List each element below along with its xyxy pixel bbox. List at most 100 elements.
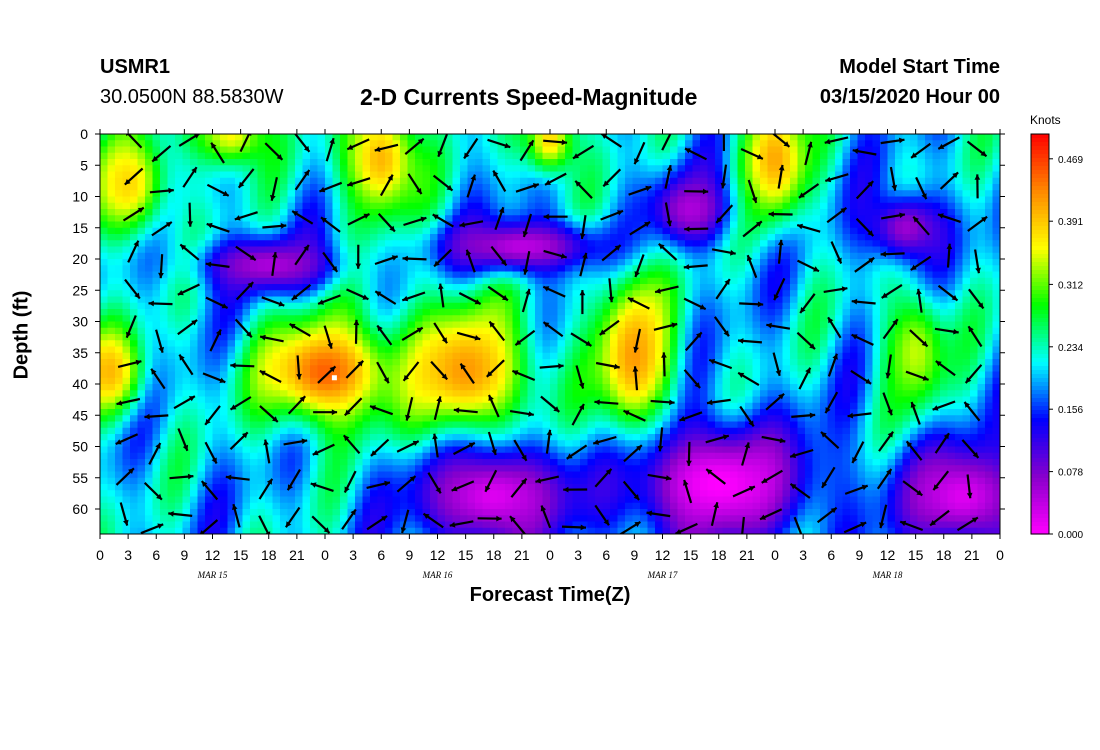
- heatmap-cell: [580, 171, 589, 179]
- heatmap-cell: [407, 434, 416, 441]
- heatmap-cell: [175, 215, 184, 223]
- heatmap-cell: [587, 234, 596, 241]
- heatmap-cell: [610, 440, 619, 448]
- heatmap-cell: [557, 271, 566, 279]
- heatmap-cell: [377, 240, 386, 248]
- heatmap-cell: [175, 440, 184, 448]
- heatmap-cell: [332, 165, 341, 173]
- heatmap-cell: [212, 259, 221, 266]
- heatmap-cell: [625, 296, 634, 304]
- heatmap-cell: [535, 434, 544, 441]
- heatmap-cell: [497, 265, 506, 273]
- heatmap-cell: [175, 496, 184, 504]
- heatmap-cell: [662, 277, 671, 285]
- heatmap-cell: [175, 527, 184, 534]
- heatmap-cell: [272, 402, 281, 410]
- heatmap-cell: [430, 309, 439, 316]
- heatmap-cell: [310, 134, 319, 141]
- heatmap-cell: [160, 271, 169, 279]
- heatmap-cell: [617, 427, 626, 435]
- heatmap-cell: [295, 271, 304, 279]
- heatmap-cell: [460, 477, 469, 485]
- heatmap-cell: [115, 459, 124, 466]
- heatmap-cell: [257, 477, 266, 485]
- heatmap-cell: [565, 352, 574, 360]
- heatmap-cell: [220, 240, 229, 248]
- heatmap-cell: [137, 209, 146, 216]
- heatmap-cell: [287, 221, 296, 229]
- heatmap-cell: [467, 190, 476, 198]
- heatmap-cell: [272, 152, 281, 160]
- heatmap-cell: [415, 459, 424, 466]
- heatmap-cell: [160, 465, 169, 473]
- heatmap-cell: [152, 196, 161, 204]
- heatmap-cell: [190, 227, 199, 235]
- heatmap-cell: [497, 346, 506, 354]
- heatmap-cell: [130, 427, 139, 435]
- heatmap-cell: [550, 259, 559, 266]
- heatmap-cell: [212, 415, 221, 423]
- heatmap-cell: [415, 427, 424, 435]
- heatmap-cell: [362, 371, 371, 379]
- heatmap-cell: [550, 227, 559, 235]
- heatmap-cell: [392, 340, 401, 348]
- heatmap-cell: [227, 252, 236, 260]
- heatmap-cell: [580, 359, 589, 366]
- heatmap-cell: [317, 184, 326, 191]
- heatmap-cell: [520, 527, 529, 534]
- heatmap-cell: [295, 402, 304, 410]
- heatmap-cell: [100, 196, 109, 204]
- heatmap-cell: [377, 252, 386, 260]
- heatmap-cell: [370, 184, 379, 191]
- heatmap-cell: [160, 396, 169, 404]
- heatmap-cell: [242, 371, 251, 379]
- heatmap-cell: [182, 421, 191, 429]
- heatmap-cell: [452, 202, 461, 210]
- heatmap-cell: [152, 202, 161, 210]
- heatmap-cell: [392, 427, 401, 435]
- heatmap-cell: [670, 440, 679, 448]
- heatmap-cell: [272, 365, 281, 373]
- heatmap-cell: [302, 321, 311, 329]
- heatmap-cell: [490, 434, 499, 441]
- heatmap-cell: [670, 384, 679, 391]
- heatmap-cell: [392, 134, 401, 141]
- heatmap-cell: [602, 427, 611, 435]
- heatmap-cell: [475, 265, 484, 273]
- heatmap-cell: [617, 221, 626, 229]
- heatmap-cell: [310, 146, 319, 154]
- heatmap-cell: [422, 309, 431, 316]
- heatmap-cell: [235, 452, 244, 460]
- heatmap-cell: [190, 302, 199, 310]
- heatmap-cell: [107, 371, 116, 379]
- heatmap-cell: [317, 159, 326, 166]
- heatmap-cell: [602, 465, 611, 473]
- heatmap-cell: [392, 271, 401, 279]
- heatmap-cell: [362, 290, 371, 298]
- heatmap-cell: [422, 146, 431, 154]
- heatmap-cell: [160, 309, 169, 316]
- heatmap-cell: [377, 509, 386, 516]
- heatmap-cell: [587, 246, 596, 254]
- heatmap-cell: [655, 196, 664, 204]
- heatmap-cell: [257, 146, 266, 154]
- heatmap-cell: [542, 215, 551, 223]
- heatmap-cell: [385, 134, 394, 141]
- heatmap-cell: [520, 340, 529, 348]
- heatmap-cell: [310, 215, 319, 223]
- heatmap-cell: [415, 302, 424, 310]
- heatmap-cell: [445, 246, 454, 254]
- heatmap-cell: [535, 484, 544, 491]
- heatmap-cell: [475, 159, 484, 166]
- heatmap-cell: [482, 134, 491, 141]
- heatmap-cell: [167, 240, 176, 248]
- heatmap-cell: [655, 459, 664, 466]
- heatmap-cell: [145, 309, 154, 316]
- heatmap-cell: [662, 271, 671, 279]
- heatmap-cell: [662, 477, 671, 485]
- station-id: USMR1: [100, 56, 171, 78]
- heatmap-cell: [370, 196, 379, 204]
- heatmap-cell: [610, 359, 619, 366]
- heatmap-cell: [355, 371, 364, 379]
- heatmap-cell: [625, 465, 634, 473]
